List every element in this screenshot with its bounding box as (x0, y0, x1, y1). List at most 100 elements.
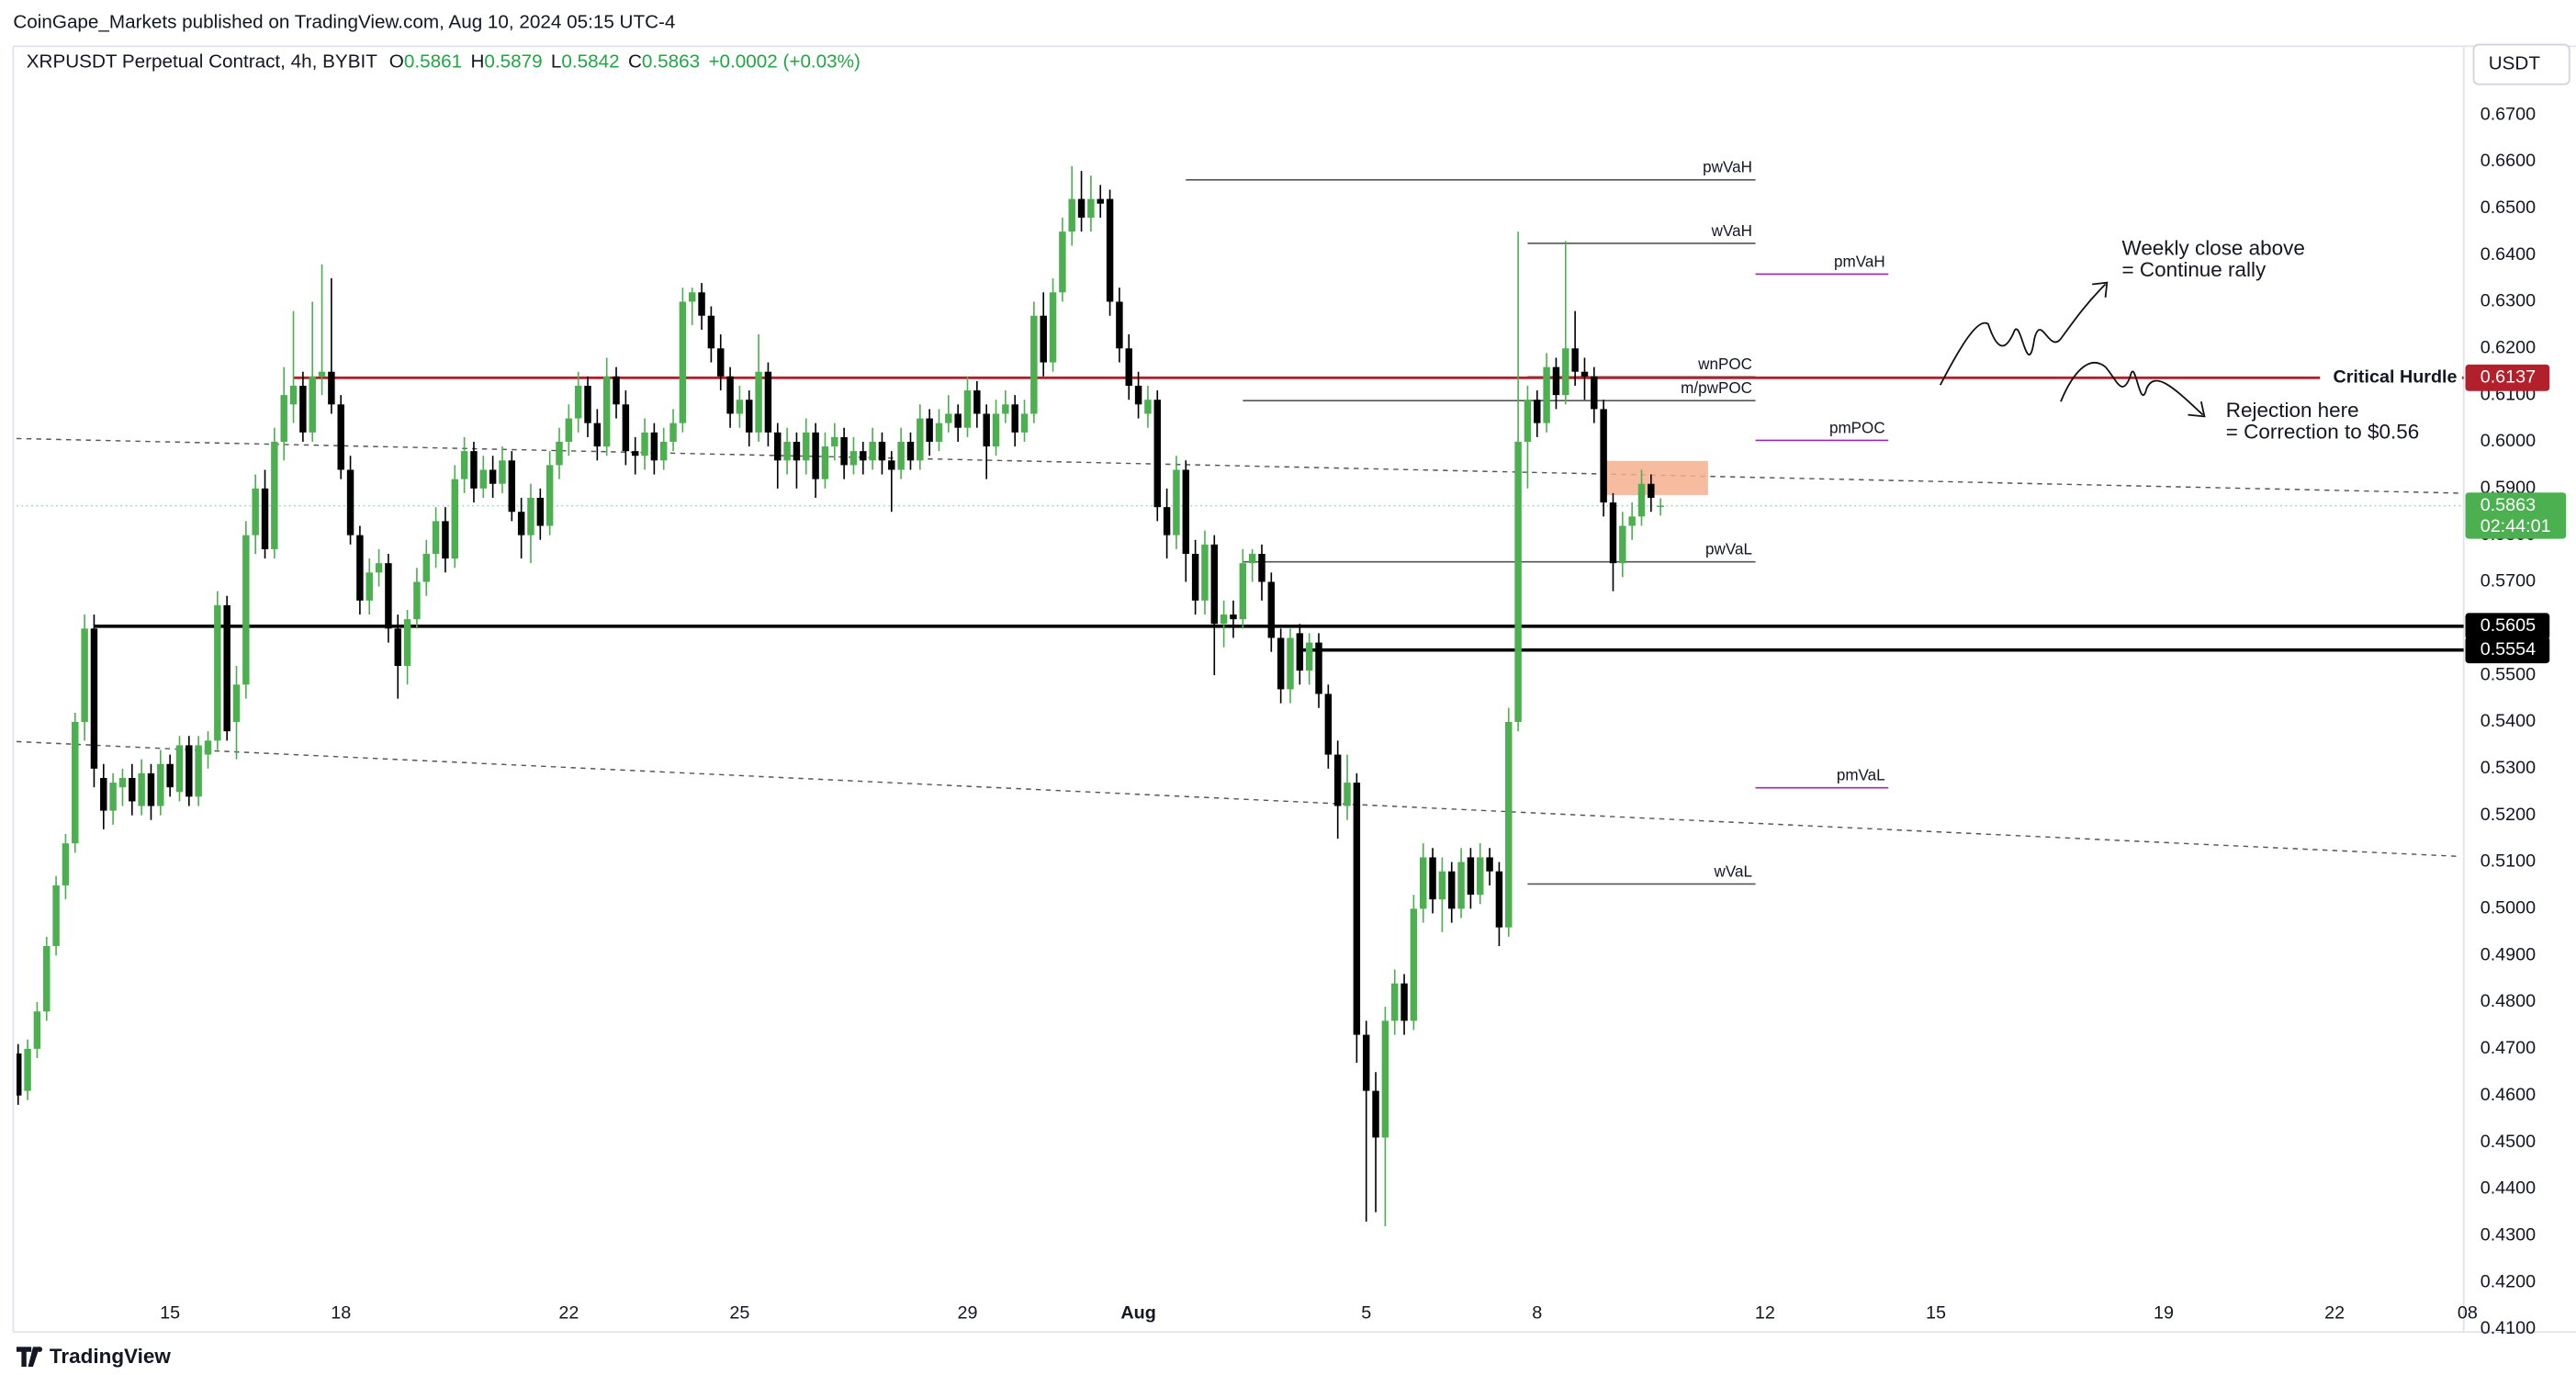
candle-body (1372, 1090, 1379, 1138)
candle-body (242, 535, 250, 685)
candle-body (1315, 642, 1322, 694)
candle-body (1591, 376, 1598, 410)
candle-body (746, 400, 753, 433)
candle-body (764, 371, 772, 433)
candle-body (536, 497, 545, 526)
candle-body (299, 385, 307, 433)
candle-body (860, 451, 867, 461)
symbol: XRPUSDT Perpetual Contract, 4h, BYBIT (27, 51, 377, 73)
candle-body (1011, 404, 1018, 433)
candle-body (280, 395, 287, 442)
candle-body (1239, 563, 1247, 620)
candle-body (118, 778, 127, 788)
low-value: 0.5842 (561, 51, 619, 73)
legend: XRPUSDT Perpetual Contract, 4h, BYBIT O0… (27, 51, 861, 73)
candle-body (232, 684, 241, 723)
candle-body (517, 512, 525, 535)
current-price-tag (2465, 492, 2567, 539)
candle-body (366, 572, 373, 601)
candle-body (1419, 857, 1427, 909)
candle-body (1353, 783, 1361, 1035)
ohlc-label: O (389, 51, 404, 73)
candle-body (100, 778, 107, 811)
candle-body (869, 441, 876, 461)
candle-body (432, 521, 440, 554)
candle-body (1210, 544, 1219, 625)
candle-body (669, 423, 677, 442)
candle-body (1220, 614, 1228, 625)
x-tick-label: 22 (2324, 1303, 2345, 1324)
candle-body (413, 581, 421, 620)
candle-body (1144, 400, 1152, 414)
x-tick-label: 08 (2458, 1303, 2478, 1324)
candle-body (109, 783, 117, 811)
profile-level-label: pwVaL (1705, 541, 1752, 558)
profile-level-label: m/pwPOC (1681, 379, 1752, 397)
candle-body (1657, 505, 1664, 508)
candle-body (1324, 693, 1333, 755)
candle-body (52, 885, 60, 947)
y-tick-label: 0.4300 (2480, 1224, 2536, 1245)
candle-body (840, 436, 848, 466)
candle-body (1248, 553, 1256, 564)
currency-box[interactable] (2472, 43, 2570, 85)
y-tick-label: 0.5300 (2480, 758, 2536, 778)
y-tick-label: 0.4700 (2480, 1038, 2536, 1058)
candle-body (33, 1011, 41, 1049)
y-tick-label: 0.6500 (2480, 197, 2536, 218)
candle-body (1277, 637, 1285, 690)
y-tick-label: 0.5700 (2480, 571, 2536, 592)
candle-body (1390, 983, 1399, 1021)
candle-body (679, 301, 687, 423)
candle-body (1077, 198, 1086, 218)
candle-body (1600, 409, 1607, 503)
candle-body (783, 441, 791, 461)
candle-body (650, 432, 658, 461)
candle-body (489, 469, 497, 484)
candle-body (90, 628, 98, 769)
candle-body (878, 441, 886, 461)
arrow-head (2188, 401, 2206, 418)
candle-body (641, 432, 648, 456)
y-tick-label: 0.6200 (2480, 338, 2536, 358)
candle-body (375, 563, 383, 573)
candle-body (422, 553, 430, 582)
candle-body (963, 390, 972, 428)
candle-body (451, 479, 458, 559)
level-label-bg (2320, 366, 2462, 389)
candle-body (1258, 553, 1266, 582)
y-tick-label: 0.5500 (2480, 664, 2536, 684)
logo-text: TradingView (50, 1345, 171, 1368)
candle-body (1305, 642, 1313, 671)
candle-body (499, 460, 506, 484)
candle-body (622, 404, 630, 452)
candle-body (138, 772, 145, 806)
candle-body (1163, 507, 1171, 535)
candle-body (1524, 400, 1532, 442)
candle-body (546, 465, 554, 526)
open-value: 0.5861 (404, 51, 462, 73)
candle-body (223, 604, 231, 732)
y-tick-label: 0.6600 (2480, 151, 2536, 171)
x-tick-label: 15 (1926, 1303, 1946, 1324)
candle-body (1609, 502, 1617, 564)
candle-body (1495, 871, 1503, 928)
candle-body (72, 722, 79, 844)
candle-body (1201, 544, 1209, 601)
candle-body (186, 745, 193, 797)
profile-level-label: pmVaL (1837, 767, 1885, 784)
candle-body (442, 521, 449, 559)
x-tick-label: 8 (1532, 1303, 1542, 1324)
candle-body (803, 432, 810, 461)
y-tick-label: 0.4400 (2480, 1178, 2536, 1199)
candle-body (1173, 469, 1180, 535)
candle-body (252, 488, 259, 535)
x-tick-label: 29 (958, 1303, 978, 1324)
countdown: 02:44:01 (2480, 516, 2551, 536)
current-price: 0.5863 (2480, 495, 2536, 515)
candle-body (1153, 400, 1161, 508)
currency: USDT (2489, 53, 2541, 74)
y-tick-label: 0.5200 (2480, 805, 2536, 825)
change: +0.0002 (+0.03%) (708, 51, 860, 73)
candle-body (309, 376, 316, 433)
